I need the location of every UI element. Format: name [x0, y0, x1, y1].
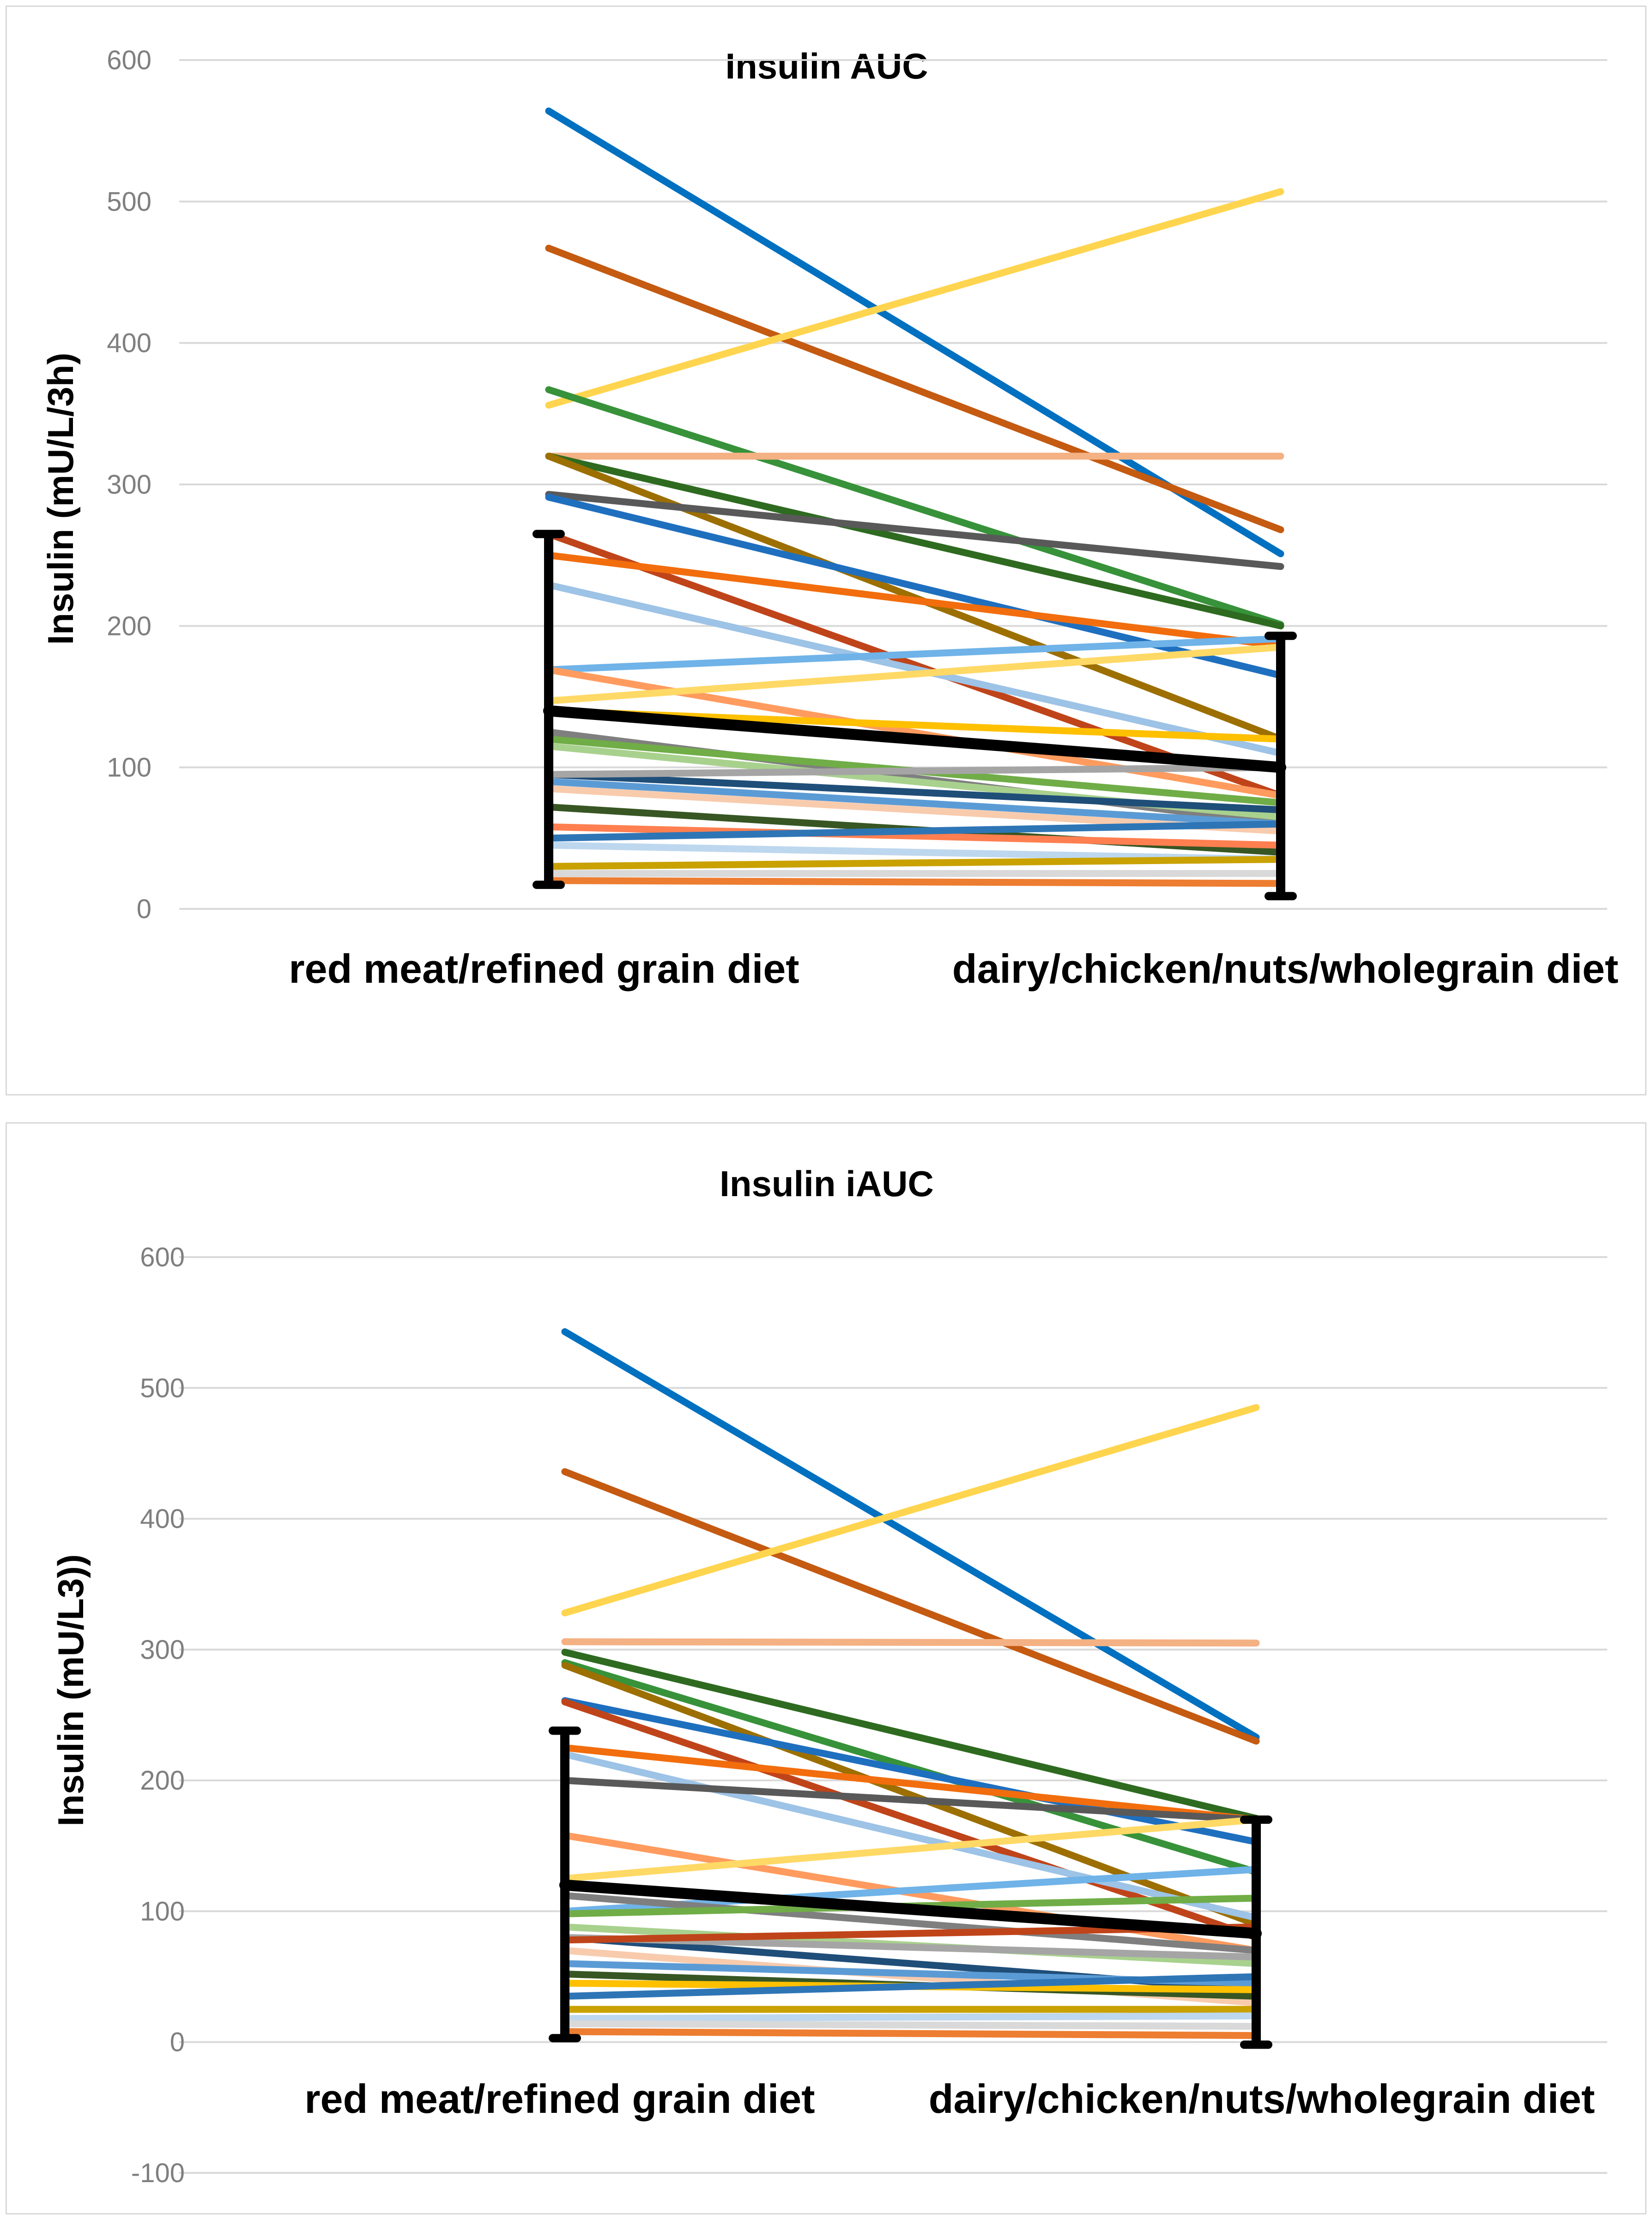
series-line-iauc-p4 [561, 1638, 1260, 1647]
y-tick-label-iauc: 0 [170, 2027, 185, 2057]
series-line-auc-p12 [545, 581, 1284, 757]
series-line-iauc-p7 [561, 1662, 1260, 1928]
series-line-iauc-p8 [561, 1697, 1260, 1845]
series-line-auc-p2 [545, 244, 1284, 533]
y-tick-label-iauc: 400 [140, 1504, 185, 1534]
series-line-auc-p10 [545, 530, 1284, 799]
y-tick-label-iauc: 100 [140, 1896, 185, 1926]
y-axis-label-iauc: Insulin (mU/L3)) [50, 1554, 91, 1826]
series-line-iauc-p14 [561, 1816, 1260, 1882]
series-line-auc-p27 [545, 841, 1284, 863]
series-line-iauc-p16 [561, 1892, 1260, 1954]
y-tick-label-auc: 600 [107, 45, 151, 75]
series-line-iauc-p5 [561, 1649, 1260, 1822]
y-tick-label-auc: 300 [107, 470, 151, 500]
chart-title-auc: Insulin AUC [725, 46, 928, 86]
y-tick-label-iauc: 600 [140, 1242, 185, 1272]
series-line-auc-p20 [545, 771, 1284, 814]
series-line-iauc-p12 [561, 1777, 1260, 1823]
series-line-auc-p13 [545, 635, 1284, 673]
series-line-auc-p21 [545, 764, 1284, 778]
mean-line-iauc [559, 1879, 1262, 1939]
x-category-label-auc-1: red meat/refined grain diet [289, 946, 799, 992]
series-line-iauc-p2 [561, 1468, 1260, 1745]
y-tick-label-auc: 100 [107, 753, 151, 783]
series-line-iauc-p3 [561, 1404, 1260, 1617]
y-tick-label-iauc: 500 [140, 1373, 185, 1403]
y-tick-label-auc: 200 [107, 611, 151, 641]
series-line-iauc-p10 [561, 1744, 1260, 1823]
series-line-iauc-p1 [561, 1328, 1260, 1741]
chart-panel-auc [6, 6, 1646, 1095]
chart-title-iauc: Insulin iAUC [720, 1163, 934, 1204]
y-axis-label-auc: Insulin (mU/L/3h) [40, 353, 81, 645]
series-line-iauc-p6 [561, 1659, 1260, 1875]
series-line-auc-p4 [545, 386, 1284, 628]
series-line-auc-p30 [545, 877, 1284, 887]
series-line-iauc-p28 [561, 2012, 1260, 2022]
series-line-auc-p8 [545, 490, 1284, 570]
y-tick-label-auc: 500 [107, 187, 151, 217]
series-line-auc-p6 [545, 453, 1284, 629]
series-line-iauc-p30 [561, 2028, 1260, 2039]
y-tick-label-auc: 0 [137, 894, 151, 924]
series-line-auc-p15 [545, 643, 1284, 705]
y-tick-label-iauc: -100 [131, 2158, 185, 2188]
x-category-label-iauc-1: red meat/refined grain diet [304, 2076, 815, 2122]
series-line-iauc-p11 [561, 1750, 1260, 1922]
y-tick-label-auc: 400 [107, 328, 151, 358]
series-line-auc-p22 [545, 778, 1284, 828]
y-tick-label-iauc: 300 [140, 1635, 185, 1665]
plot-area-iauc: -100 0 100 200 300 400 500 600 [131, 1242, 1607, 2188]
plot-area-auc: 0 100 200 300 400 500 600 [107, 45, 1607, 924]
y-tick-label-iauc: 200 [140, 1766, 185, 1796]
series-line-auc-p26 [545, 820, 1284, 842]
series-line-auc-p25 [545, 823, 1284, 849]
x-category-label-auc-2: dairy/chicken/nuts/wholegrain diet [952, 946, 1619, 992]
mean-line-auc [543, 705, 1286, 773]
series-line-iauc-p26 [561, 1973, 1260, 2000]
series-line-iauc-p29 [561, 2020, 1260, 2030]
series-line-auc-p3 [545, 188, 1284, 409]
x-category-label-iauc-2: dairy/chicken/nuts/wholegrain diet [929, 2076, 1595, 2122]
series-line-auc-p28 [545, 856, 1284, 870]
series-line-auc-p11 [545, 551, 1284, 649]
